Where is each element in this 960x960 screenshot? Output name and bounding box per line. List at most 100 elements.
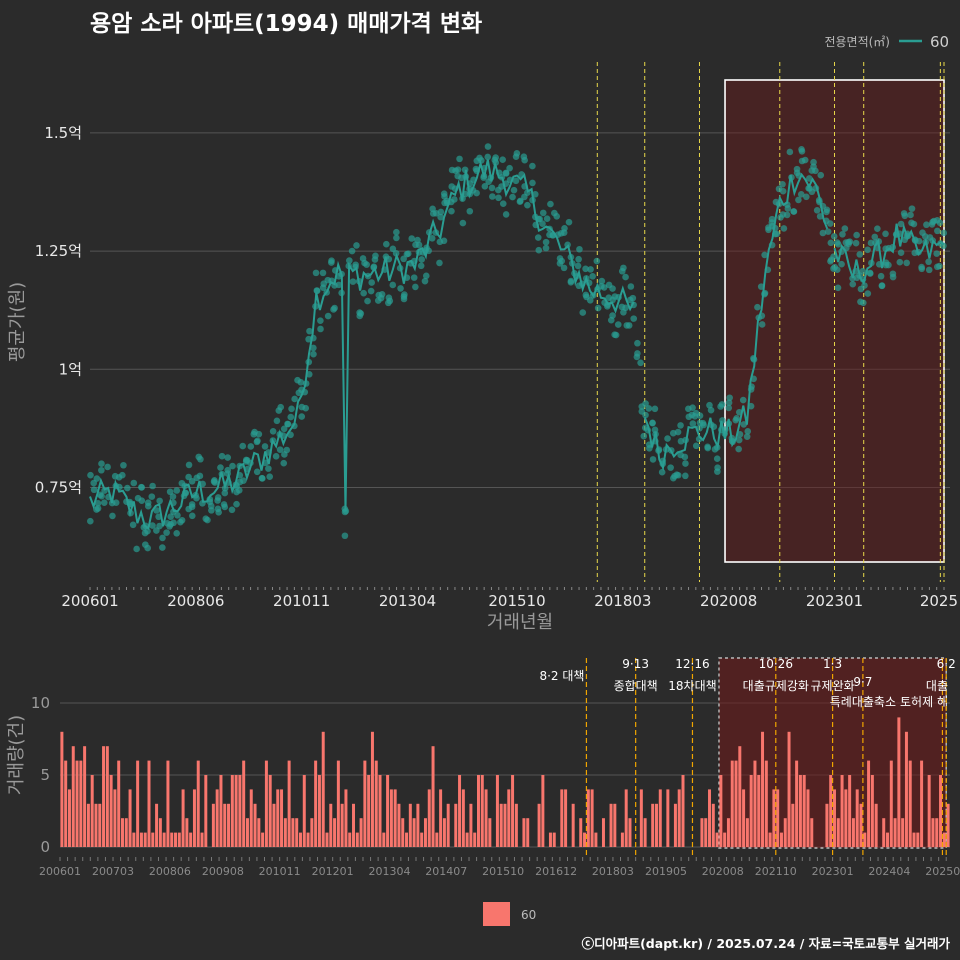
price-point: [630, 315, 638, 322]
price-point: [682, 460, 689, 467]
price-point: [193, 494, 200, 502]
price-point: [499, 156, 506, 164]
volume-bar: [83, 746, 87, 847]
price-point: [704, 444, 712, 452]
price-point: [773, 230, 781, 238]
volume-bar: [185, 818, 189, 847]
volume-bar: [522, 818, 526, 847]
price-point: [96, 491, 104, 499]
price-point: [852, 239, 860, 247]
volume-bar: [495, 775, 499, 847]
price-point: [677, 422, 684, 429]
volume-bar: [920, 760, 924, 847]
price-point: [185, 461, 193, 469]
price-point: [368, 279, 376, 286]
volume-bar: [874, 803, 878, 847]
price-point: [539, 209, 547, 217]
price-point: [112, 499, 120, 506]
price-point: [166, 488, 174, 496]
volume-bar: [295, 818, 299, 847]
price-point: [614, 321, 622, 328]
volume-bar: [480, 775, 484, 847]
price-point: [793, 165, 801, 173]
price-point: [495, 194, 502, 202]
price-point: [805, 175, 813, 182]
price-point: [335, 281, 343, 289]
volume-bar: [158, 818, 162, 847]
volume-bar: [658, 789, 662, 847]
volume-bar: [405, 832, 409, 847]
volume-bar: [609, 803, 613, 847]
price-point: [478, 157, 485, 164]
price-point: [620, 264, 627, 272]
volume-bar: [355, 832, 359, 847]
volume-bar: [476, 775, 480, 847]
volume-bar: [306, 832, 310, 847]
volume-bar: [139, 832, 143, 847]
price-point: [634, 350, 641, 357]
volume-xtick-label: 200806: [149, 865, 191, 878]
policy-name-label: 8·2 대책: [539, 668, 584, 683]
volume-bar: [939, 775, 943, 847]
price-point: [456, 155, 463, 163]
price-point: [607, 316, 615, 324]
volume-bar: [886, 832, 890, 847]
price-point: [761, 251, 768, 259]
price-point: [392, 249, 400, 257]
price-point: [874, 225, 881, 232]
volume-bar: [829, 775, 833, 847]
price-series-line: [643, 172, 829, 472]
volume-bar: [420, 832, 424, 847]
price-point: [593, 257, 601, 265]
volume-bar: [329, 803, 333, 847]
price-point: [163, 529, 170, 536]
policy-name-label: 대출: [926, 679, 948, 693]
volume-bar: [397, 803, 401, 847]
price-point: [196, 472, 204, 480]
price-point: [830, 233, 838, 240]
policy-name-label: 토허제 해: [900, 695, 948, 709]
price-point: [600, 284, 608, 291]
price-point: [254, 437, 261, 445]
price-point: [642, 400, 649, 407]
price-xtick-label: 200601: [61, 592, 118, 610]
price-point: [100, 499, 108, 506]
price-point: [925, 266, 933, 274]
price-point: [936, 262, 943, 270]
price-point: [513, 150, 521, 157]
price-point: [925, 258, 932, 266]
price-point: [349, 278, 357, 285]
price-point: [864, 246, 871, 254]
volume-bar: [261, 832, 265, 847]
volume-bar: [389, 789, 393, 847]
price-point: [754, 303, 761, 311]
volume-bar: [439, 789, 443, 847]
price-point: [681, 453, 689, 461]
price-point: [466, 207, 474, 215]
price-point: [915, 237, 923, 245]
volume-bar: [601, 818, 605, 847]
price-point: [856, 251, 864, 258]
volume-bar: [624, 789, 628, 847]
price-point: [188, 512, 196, 520]
volume-bar: [810, 818, 814, 847]
price-point: [272, 453, 280, 460]
volume-bar: [336, 760, 340, 847]
volume-bar: [90, 775, 94, 847]
price-point: [188, 503, 196, 511]
volume-bar: [374, 760, 378, 847]
price-point: [539, 220, 546, 227]
volume-xtick-label: 201803: [592, 865, 634, 878]
price-point: [473, 189, 480, 197]
price-point: [689, 404, 696, 412]
price-point: [149, 522, 156, 529]
price-point: [221, 503, 229, 511]
price-point: [202, 515, 210, 523]
price-point: [534, 234, 542, 241]
volume-bar: [378, 775, 382, 847]
volume-bar: [889, 760, 893, 847]
volume-bar: [742, 789, 746, 847]
volume-bar: [832, 789, 836, 847]
price-point: [834, 284, 842, 292]
price-point: [341, 532, 349, 540]
